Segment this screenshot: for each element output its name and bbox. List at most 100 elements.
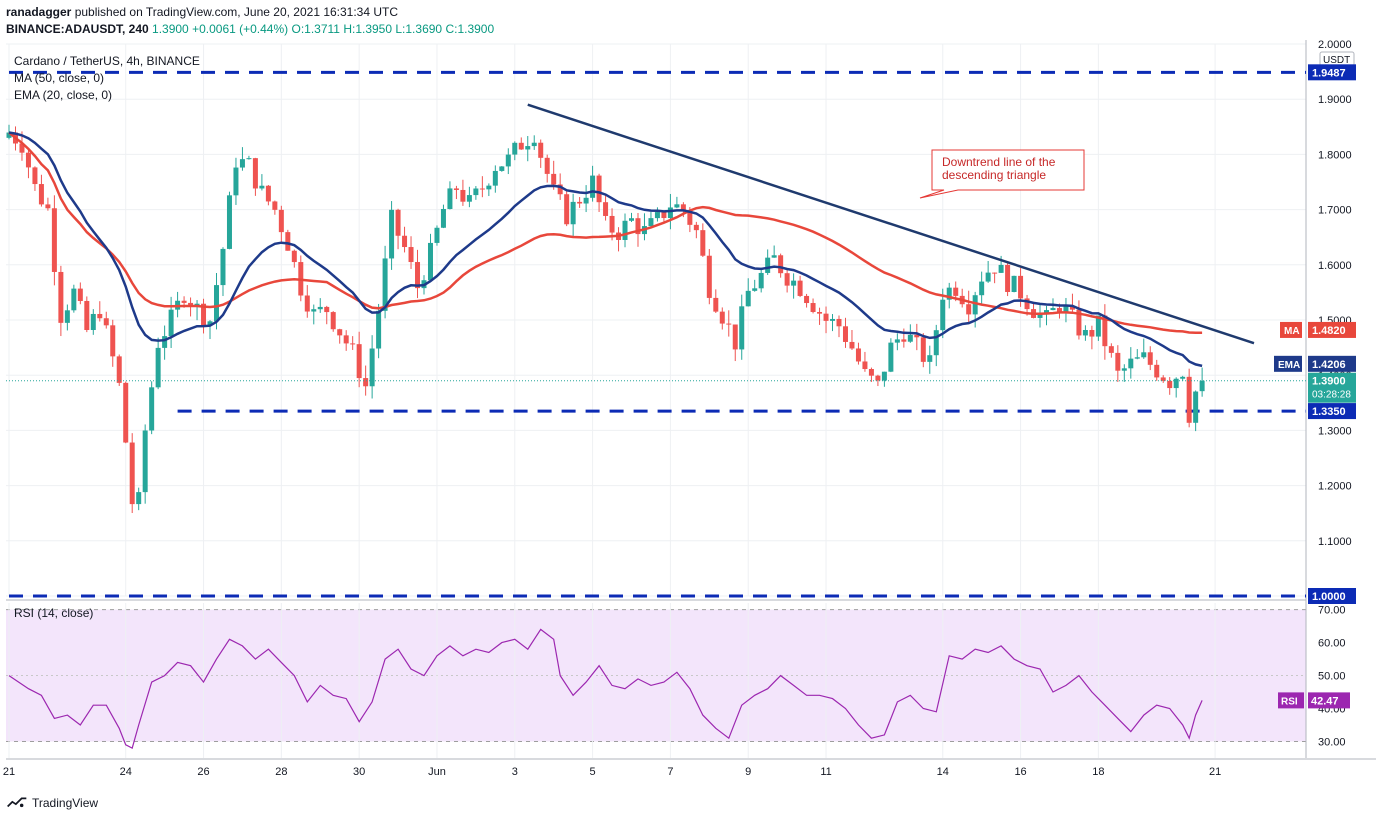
candle-body	[810, 303, 816, 312]
candle-body	[888, 342, 894, 372]
candle-body	[784, 273, 790, 286]
rsi-tick-label: 50.00	[1318, 671, 1346, 683]
candle-body	[492, 170, 498, 186]
candle-body	[1108, 346, 1114, 353]
candle-body	[531, 142, 537, 147]
candle-body	[1193, 391, 1199, 423]
candle-body	[220, 248, 226, 286]
candle-body	[1180, 376, 1186, 379]
ema-last-tag	[1308, 355, 1356, 372]
price-tick-label: 1.3000	[1318, 425, 1352, 437]
ema-20-line	[8, 131, 1203, 368]
level-price-label: 1.0000	[1312, 591, 1346, 603]
candle-body	[518, 142, 524, 150]
rsi-tick-label: 60.00	[1318, 638, 1346, 650]
candle-body	[97, 313, 103, 319]
candle-body	[1115, 352, 1121, 371]
candle-body	[479, 188, 485, 190]
candle-body	[648, 218, 654, 227]
candle-body	[583, 197, 589, 204]
candle-body	[901, 339, 907, 342]
candle-body	[291, 250, 297, 263]
close-value: C:1.3900	[445, 22, 495, 36]
time-tick-label: 30	[353, 766, 365, 778]
candle-body	[25, 152, 31, 168]
candle-body	[1121, 368, 1127, 371]
annotation-callout[interactable]	[919, 149, 1085, 199]
candle-body	[985, 272, 991, 282]
candle-body	[992, 272, 998, 274]
candle-body	[252, 158, 258, 189]
ma-last-name-label: MA	[1284, 326, 1300, 337]
candle-body	[946, 287, 952, 300]
candle-body	[356, 344, 362, 379]
time-tick-label: 21	[1209, 766, 1221, 778]
candle-body	[1095, 315, 1101, 337]
candle-body	[933, 330, 939, 356]
candle-body	[771, 255, 777, 258]
candle-body	[661, 212, 667, 219]
candle-body	[129, 442, 135, 505]
candle-body	[142, 430, 148, 493]
candle-body	[214, 285, 219, 322]
annotation-text: descending triangle	[942, 168, 1046, 182]
candle-body	[940, 299, 946, 331]
downtrend-line[interactable]	[527, 103, 1255, 345]
candle-body	[427, 242, 433, 281]
candle-body	[415, 262, 421, 289]
candle-body	[577, 201, 583, 204]
candle-body	[382, 258, 388, 311]
low-value: L:1.3690	[395, 22, 443, 36]
level-price-label: 1.9487	[1312, 67, 1346, 79]
candle-body	[1024, 298, 1030, 310]
candle-body	[32, 167, 38, 185]
candle-body	[343, 335, 349, 344]
candle-body	[278, 209, 284, 233]
rsi-tick-label: 70.00	[1318, 605, 1346, 617]
candle-body	[868, 369, 874, 376]
candle-body	[499, 166, 505, 171]
candle-body	[155, 347, 161, 388]
candle-body	[1160, 377, 1166, 381]
candle-body	[466, 195, 472, 202]
current-price: 1.3900	[152, 22, 189, 36]
candle-body	[830, 318, 836, 321]
time-tick-label: 14	[937, 766, 949, 778]
footer-brand[interactable]: TradingView	[6, 796, 98, 810]
candle-body	[1199, 380, 1205, 392]
candle-body	[350, 343, 356, 345]
time-tick-label: Jun	[428, 766, 446, 778]
candle-body	[395, 209, 401, 236]
candle-body	[311, 309, 317, 312]
candle-body	[1037, 313, 1043, 318]
candle-body	[551, 173, 557, 185]
candle-body	[797, 280, 803, 296]
candle-body	[1069, 306, 1075, 310]
candle-body	[512, 142, 518, 155]
ema-legend[interactable]: EMA (20, close, 0)	[14, 88, 113, 102]
candle-body	[765, 257, 771, 273]
candle-body	[123, 382, 129, 443]
time-tick-label: 9	[745, 766, 751, 778]
rsi-legend[interactable]: RSI (14, close)	[14, 606, 94, 620]
ma-50-line	[8, 131, 1203, 335]
candle-body	[1128, 358, 1134, 369]
candle-body	[1134, 357, 1140, 359]
candle-body	[1005, 264, 1011, 292]
level-price-tag	[1308, 64, 1356, 81]
time-tick-label: 21	[3, 766, 15, 778]
candle-body	[680, 204, 686, 211]
publish-date: published on TradingView.com, June 20, 2…	[74, 5, 399, 19]
level-price-label: 1.3350	[1312, 406, 1346, 418]
ma-legend[interactable]: MA (50, close, 0)	[14, 71, 105, 85]
currency-label: USDT	[1323, 55, 1350, 66]
candle-body	[544, 157, 550, 174]
candle-body	[402, 235, 408, 248]
candle-body	[103, 318, 109, 326]
level-price-tag	[1308, 403, 1356, 420]
candle-body	[1147, 352, 1153, 365]
candle-body	[674, 204, 680, 208]
candle-body	[752, 288, 758, 291]
candle-body	[162, 336, 168, 348]
